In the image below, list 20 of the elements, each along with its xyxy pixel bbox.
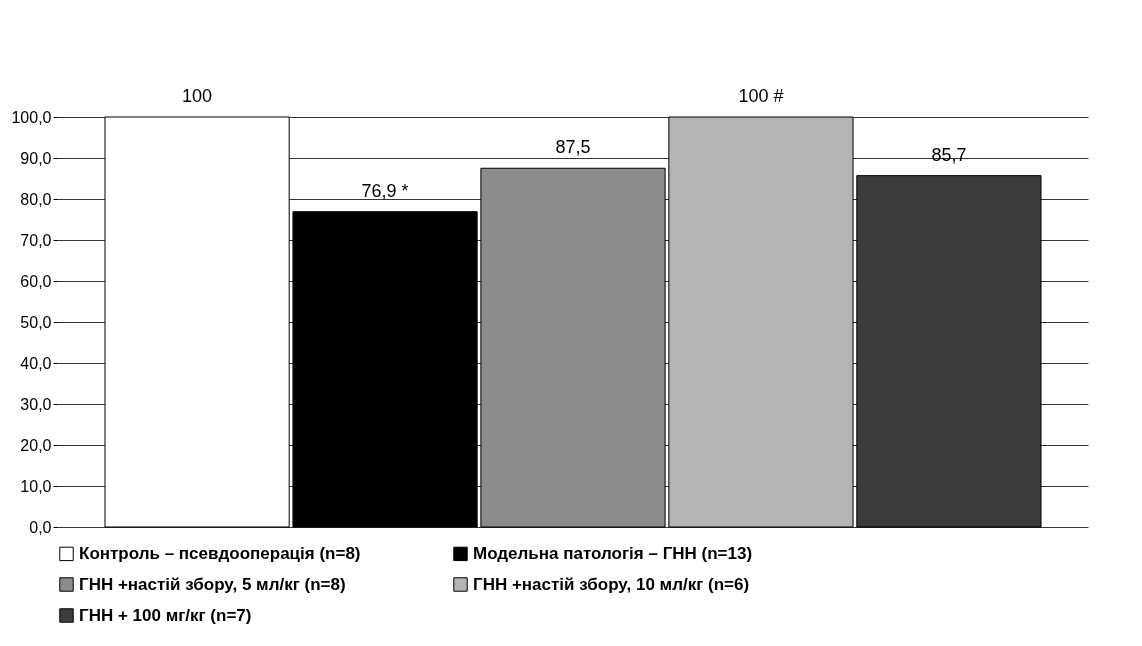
y-tick-label: 80,0 — [20, 190, 52, 208]
y-tick-label: 10,0 — [20, 477, 52, 495]
legend-label: ГНН +настій збору, 10 мл/кг (n=6) — [473, 574, 750, 594]
legend-label: Контроль – псевдооперація (n=8) — [79, 543, 361, 563]
y-tick-label: 90,0 — [20, 149, 52, 167]
y-tick-label: 60,0 — [20, 272, 52, 290]
legend-label: Модельна патологія – ГНН (n=13) — [473, 543, 753, 563]
data-label: 87,5 — [555, 137, 591, 158]
y-tick-label: 30,0 — [20, 395, 52, 413]
y-tick-label: 100,0 — [11, 108, 52, 126]
data-label: 100 # — [738, 86, 784, 106]
y-tick-label: 70,0 — [20, 231, 52, 249]
y-tick-label: 40,0 — [20, 354, 52, 372]
data-label: 100 — [182, 86, 213, 106]
legend-label: ГНН + 100 мг/кг (n=7) — [79, 605, 252, 625]
data-label: 76,9 * — [361, 180, 409, 201]
y-tick-label: 50,0 — [20, 313, 52, 331]
legend-label: ГНН +настій збору, 5 мл/кг (n=8) — [79, 574, 346, 594]
y-tick-label: 20,0 — [20, 436, 52, 454]
y-tick-label: 0,0 — [29, 518, 52, 536]
